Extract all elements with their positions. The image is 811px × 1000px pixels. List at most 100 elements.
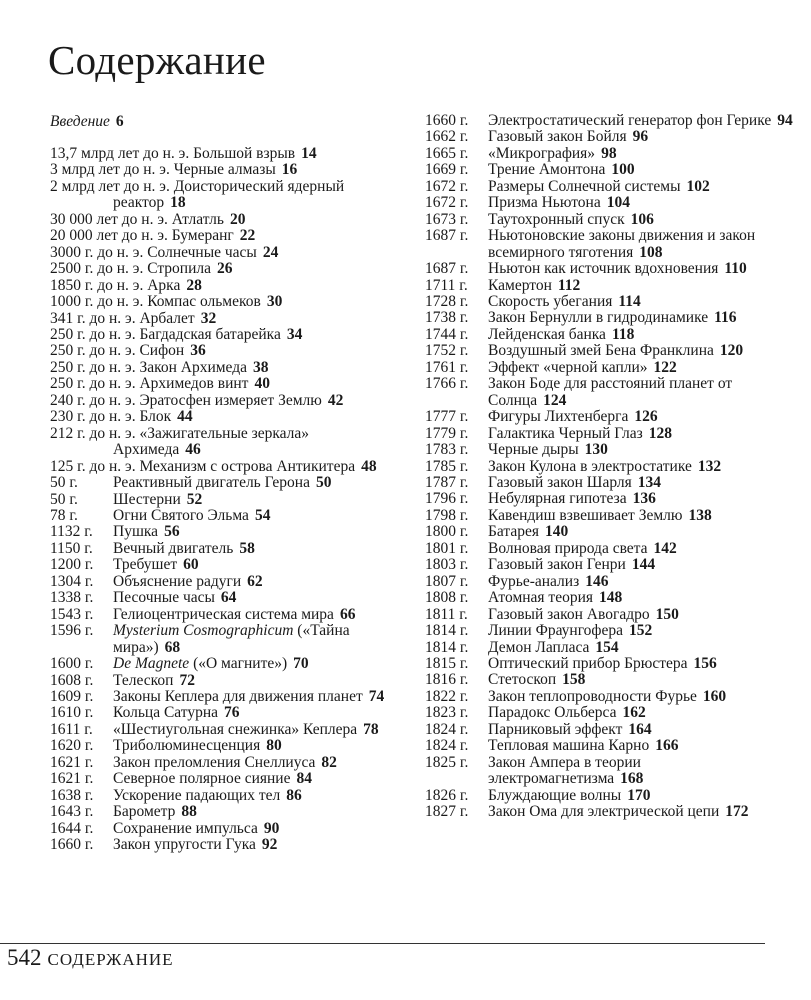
toc-entry[interactable]: 250 г. до н. э. Багдадская батарейка 34 [50, 326, 400, 343]
toc-entry[interactable]: 1665 г. «Микрография» 98 [425, 145, 793, 162]
entry-page-number: 22 [239, 227, 256, 245]
toc-entry[interactable]: 1824 г. Парниковый эффект 164 [425, 721, 793, 738]
entry-title: Черные алмазы [173, 161, 276, 179]
toc-entry[interactable]: 1811 г. Газовый закон Авогадро 150 [425, 606, 793, 623]
toc-entry[interactable]: 125 г. до н. э. Механизм с острова Антик… [50, 458, 400, 475]
entry-date: 1825 г. [425, 753, 469, 771]
toc-entry[interactable]: 250 г. до н. э. Архимедов винт 40 [50, 376, 400, 392]
entry-page-number: 38 [253, 358, 269, 376]
toc-entry[interactable]: 1672 г. Призма Ньютона 104 [425, 194, 793, 211]
toc-entry[interactable]: 1801 г. Волновая природа света 142 [425, 539, 793, 557]
toc-entry[interactable]: 2 млрд лет до н. э. Доисторический ядерн… [50, 178, 400, 212]
toc-entry[interactable]: 212 г. до н. э. «Зажигательные зеркала» … [50, 425, 400, 459]
entry-title: Эффект «черной капли» [488, 358, 648, 376]
entry-date: 1744 г. [425, 325, 469, 343]
toc-entry[interactable]: 1609 г. Законы Кеплера для движения плане… [50, 688, 400, 705]
toc-entry[interactable]: 250 г. до н. э. Сифон 36 [50, 343, 400, 359]
entry-date: 1000 г. до н. э. [50, 293, 144, 311]
entry-page-number: 14 [301, 145, 317, 162]
toc-entry[interactable]: 1796 г. Небулярная гипотеза 136 [425, 490, 793, 507]
toc-entry[interactable]: 1815 г. Оптический прибор Брюстера 156 [425, 655, 793, 672]
toc-entry[interactable]: 1822 г. Закон теплопроводности Фурье 160 [425, 688, 793, 705]
entry-page-number: 116 [714, 309, 737, 327]
entry-page-number: 154 [595, 638, 619, 656]
toc-entry[interactable]: 1744 г. Лейденская банка 118 [425, 325, 793, 343]
entry-date: 2500 г. до н. э. [50, 260, 144, 278]
toc-entry[interactable]: 3 млрд лет до н. э. Черные алмазы 16 [50, 162, 400, 178]
toc-entry[interactable]: 1304 г. Объяснение радуги 62 [50, 573, 400, 590]
toc-entry[interactable]: 1610 г. Кольца Сатурна 76 [50, 704, 400, 721]
toc-entry[interactable]: 1672 г. Размеры Солнечной системы 102 [425, 177, 793, 195]
toc-entry[interactable]: 50 г. Шестерни 52 [50, 491, 400, 508]
toc-entry[interactable]: 1816 г. Стетоскоп 158 [425, 671, 793, 688]
toc-entry[interactable]: 1596 г. Mysterium Cosmographicum («Тайна … [50, 622, 400, 656]
toc-entry[interactable]: 1728 г. Скорость убегания 114 [425, 293, 793, 310]
toc-entry[interactable]: 1711 г. Камертон 112 [425, 277, 793, 294]
toc-entry[interactable]: 1611 г. «Шестиугольная снежинка» Кеплера 7… [50, 721, 400, 738]
toc-entry[interactable]: 1638 г. Ускорение падающих тел 86 [50, 787, 400, 804]
toc-entry[interactable]: 1827 г. Закон Ома для электрической цепи 1… [425, 803, 793, 820]
toc-entry[interactable]: 1621 г. Закон преломления Снеллиуса 82 [50, 753, 400, 771]
entry-page-number: 44 [177, 408, 193, 426]
entry-title: Закон Боде для расстояний планет от Солн… [488, 375, 733, 409]
entry-date: 1801 г. [425, 539, 469, 557]
toc-entry[interactable]: 1644 г. Сохранение импульса 90 [50, 820, 400, 837]
toc-entry[interactable]: 1824 г. Тепловая машина Карно 166 [425, 737, 793, 754]
toc-entry[interactable]: 1600 г. De Magnete («О магните») 70 [50, 655, 400, 672]
toc-entry[interactable]: 50 г. Реактивный двигатель Герона 50 [50, 474, 400, 491]
entry-title: Размеры Солнечной системы [488, 177, 681, 195]
toc-entry[interactable]: 1785 г. Закон Кулона в электростатике 132 [425, 458, 793, 475]
toc-entry[interactable]: 1766 г. Закон Боде для расстояний планет … [425, 375, 793, 409]
toc-entry[interactable]: 1798 г. Кавендиш взвешивает Землю 138 [425, 507, 793, 524]
toc-entry[interactable]: 1807 г. Фурье-анализ 146 [425, 573, 793, 590]
toc-entry[interactable]: 1673 г. Таутохронный спуск 106 [425, 211, 793, 228]
toc-entry[interactable]: 230 г. до н. э. Блок 44 [50, 409, 400, 425]
toc-entry[interactable]: 1669 г. Трение Амонтона 100 [425, 161, 793, 178]
toc-entry[interactable]: 1200 г. Требушет 60 [50, 556, 400, 573]
toc-entry[interactable]: 1660 г. Закон упругости Гука 92 [50, 836, 400, 853]
entry-title: Большой взрыв [193, 145, 296, 162]
toc-entry[interactable]: 20 000 лет до н. э. Бумеранг 22 [50, 228, 400, 244]
toc-entry[interactable]: 1643 г. Барометр 88 [50, 803, 400, 820]
toc-entry[interactable]: 240 г. до н. э. Эратосфен измеряет Землю… [50, 392, 400, 409]
toc-entry[interactable]: 1752 г. Воздушный змей Бена Франклина 120 [425, 342, 793, 359]
toc-entry[interactable]: 78 г. Огни Святого Эльма 54 [50, 507, 400, 524]
toc-entry[interactable]: 1808 г. Атомная теория 148 [425, 589, 793, 606]
toc-entry[interactable]: 3000 г. до н. э. Солнечные часы 24 [50, 243, 400, 261]
toc-entry[interactable]: 1000 г. до н. э. Компас ольмеков 30 [50, 293, 400, 311]
toc-entry[interactable]: 1777 г. Фигуры Лихтенберга 126 [425, 408, 793, 425]
toc-entry[interactable]: 30 000 лет до н. э. Атлатль 20 [50, 211, 400, 228]
entry-title: Закон Бернулли в гидродинамике [488, 309, 709, 327]
toc-entry[interactable]: 1620 г. Триболюминесценция 80 [50, 737, 400, 754]
toc-entry[interactable]: 1132 г. Пушка 56 [50, 523, 400, 540]
toc-entry[interactable]: 1825 г. Закон Ампера в теории электромагн… [425, 753, 793, 788]
toc-entry[interactable]: 2500 г. до н. э. Стропила 26 [50, 260, 400, 278]
toc-entry[interactable]: 1814 г. Демон Лапласа 154 [425, 638, 793, 656]
entry-page-number: 24 [262, 243, 279, 261]
toc-entry[interactable]: 1338 г. Песочные часы 64 [50, 589, 400, 606]
toc-entry[interactable]: 1608 г. Телескоп 72 [50, 672, 400, 689]
toc-entry[interactable]: 341 г. до н. э. Арбалет 32 [50, 310, 400, 327]
toc-entry[interactable]: 1543 г. Гелиоцентрическая система мира 66 [50, 606, 400, 623]
toc-intro-entry[interactable]: Введение 6 [50, 113, 124, 131]
toc-entry[interactable]: 1687 г. Ньютоновские законы движения и за… [425, 227, 793, 261]
toc-entry[interactable]: 13,7 млрд лет до н. э. Большой взрыв 14 [50, 145, 400, 162]
toc-entry[interactable]: 1687 г. Ньютон как источник вдохновения 11… [425, 260, 793, 277]
toc-entry[interactable]: 1761 г. Эффект «черной капли» 122 [425, 358, 793, 376]
toc-entry[interactable]: 1783 г. Черные дыры 130 [425, 441, 793, 458]
toc-entry[interactable]: 1803 г. Газовый закон Генри 144 [425, 556, 793, 573]
toc-entry[interactable]: 1800 г. Батарея 140 [425, 523, 793, 540]
toc-entry[interactable]: 1826 г. Блуждающие волны 170 [425, 787, 793, 804]
toc-entry[interactable]: 1150 г. Вечный двигатель 58 [50, 540, 400, 557]
toc-entry[interactable]: 1814 г. Линии Фраунгофера 152 [425, 622, 793, 639]
toc-entry[interactable]: 1660 г. Электростатический генератор фон … [425, 112, 793, 129]
toc-entry[interactable]: 1738 г. Закон Бернулли в гидродинамике 116 [425, 309, 793, 327]
toc-entry[interactable]: 1662 г. Газовый закон Бойля 96 [425, 128, 793, 145]
toc-entry[interactable]: 1850 г. до н. э. Арка 28 [50, 277, 400, 294]
toc-entry[interactable]: 1779 г. Галактика Черный Глаз 128 [425, 425, 793, 442]
toc-entry[interactable]: 1787 г. Газовый закон Шарля 134 [425, 474, 793, 491]
entry-page-number: 82 [321, 753, 337, 771]
toc-entry[interactable]: 1823 г. Парадокс Ольберса 162 [425, 704, 793, 721]
toc-entry[interactable]: 1621 г. Северное полярное сияние 84 [50, 770, 400, 787]
toc-entry[interactable]: 250 г. до н. э. Закон Архимеда 38 [50, 358, 400, 376]
